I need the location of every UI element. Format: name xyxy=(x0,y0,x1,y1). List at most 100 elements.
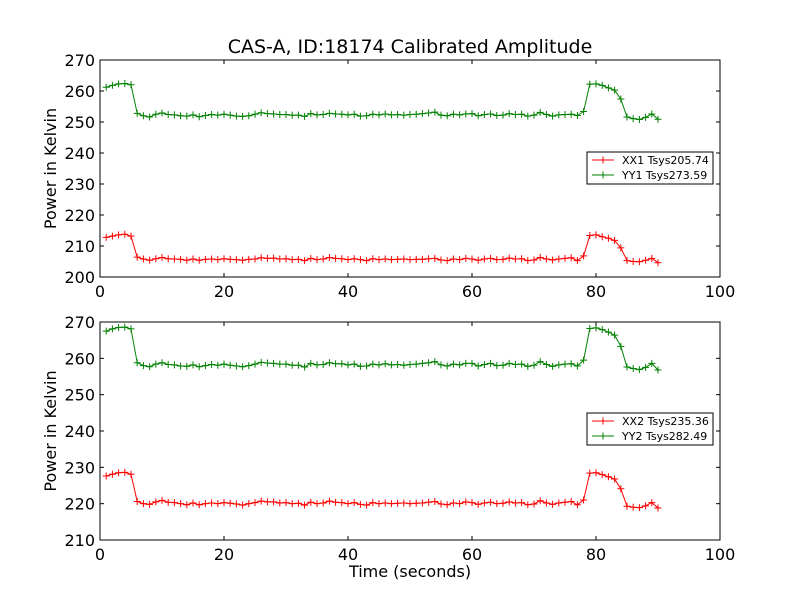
data-point xyxy=(635,366,643,374)
data-point xyxy=(121,80,129,88)
data-point xyxy=(177,362,185,370)
y-tick-label: 270 xyxy=(64,51,95,70)
x-tick-label: 0 xyxy=(95,545,105,564)
data-point xyxy=(474,362,482,370)
data-point xyxy=(152,110,160,118)
data-point xyxy=(177,500,185,508)
y-tick-label: 210 xyxy=(64,531,95,550)
data-point xyxy=(170,499,178,507)
data-point xyxy=(263,359,271,367)
data-point xyxy=(437,361,445,369)
data-point xyxy=(133,253,141,261)
data-point xyxy=(363,257,371,265)
data-point xyxy=(108,81,116,89)
data-point xyxy=(245,112,253,120)
data-point xyxy=(201,255,209,263)
data-point xyxy=(474,500,482,508)
data-point xyxy=(604,328,612,336)
data-point xyxy=(530,361,538,369)
data-point xyxy=(115,469,123,477)
data-point xyxy=(189,255,197,263)
data-point xyxy=(152,360,160,368)
x-tick-label: 20 xyxy=(214,545,234,564)
data-point xyxy=(493,111,501,119)
data-point xyxy=(226,499,234,507)
data-point xyxy=(332,110,340,118)
data-point xyxy=(245,255,253,263)
data-point xyxy=(505,498,513,506)
data-point xyxy=(499,255,507,263)
legend-marker xyxy=(599,171,607,179)
data-point xyxy=(195,501,203,509)
data-point xyxy=(518,499,526,507)
data-point xyxy=(121,468,129,476)
data-point xyxy=(425,498,433,506)
data-point xyxy=(394,111,402,119)
data-point xyxy=(307,359,315,367)
data-point xyxy=(226,361,234,369)
data-point xyxy=(201,111,209,119)
data-point xyxy=(642,363,650,371)
data-point xyxy=(493,256,501,264)
plot-area-bottom: 0 20 40 60 80 100 210 220 230 240 250 260 270 XX2 Tsy… xyxy=(64,313,735,564)
data-point xyxy=(294,361,302,369)
data-point xyxy=(257,109,265,117)
data-point xyxy=(239,256,247,264)
data-point xyxy=(232,256,240,264)
data-point xyxy=(375,500,383,508)
data-point xyxy=(480,255,488,263)
plot-area-top: 0 20 40 60 80 100 200 210 220 230 240 250 260 270 XX1 … xyxy=(64,51,735,301)
data-point xyxy=(146,256,154,264)
data-point xyxy=(177,255,185,263)
data-point xyxy=(499,499,507,507)
data-point xyxy=(375,361,383,369)
data-point xyxy=(108,325,116,333)
data-point xyxy=(611,331,619,339)
data-point xyxy=(598,233,606,241)
data-point xyxy=(654,115,662,123)
data-point xyxy=(400,255,408,263)
data-point xyxy=(412,255,420,263)
data-point xyxy=(617,342,625,350)
data-point xyxy=(406,361,414,369)
data-point xyxy=(474,112,482,120)
data-point xyxy=(208,111,216,119)
data-point xyxy=(239,112,247,120)
data-point xyxy=(412,360,420,368)
data-point xyxy=(139,500,147,508)
data-point xyxy=(561,111,569,119)
data-point xyxy=(133,109,141,117)
data-point xyxy=(561,498,569,506)
data-point xyxy=(654,259,662,267)
data-point xyxy=(369,255,377,263)
data-point xyxy=(245,500,253,508)
data-point xyxy=(232,500,240,508)
data-point xyxy=(387,361,395,369)
data-point xyxy=(251,110,259,118)
data-point xyxy=(604,84,612,92)
x-tick-label: 80 xyxy=(586,545,606,564)
data-point xyxy=(195,256,203,264)
y-tick-label: 210 xyxy=(64,237,95,256)
data-point xyxy=(592,80,600,88)
data-point xyxy=(363,362,371,370)
legend-box xyxy=(586,412,714,446)
data-point xyxy=(505,110,513,118)
data-point xyxy=(505,254,513,262)
data-point xyxy=(177,112,185,120)
data-point xyxy=(170,111,178,119)
data-point xyxy=(598,81,606,89)
x-tick-label: 100 xyxy=(705,282,736,301)
legend-marker xyxy=(599,417,607,425)
data-point xyxy=(325,497,333,505)
data-point xyxy=(220,360,228,368)
data-point xyxy=(542,111,550,119)
data-point xyxy=(555,111,563,119)
data-point xyxy=(127,81,135,89)
legend: XX1 Tsys205.74 YY1 Tsys273.59 xyxy=(586,151,714,185)
data-point xyxy=(418,110,426,118)
data-point xyxy=(214,500,222,508)
data-point xyxy=(511,361,519,369)
data-point xyxy=(369,499,377,507)
data-point xyxy=(183,362,191,370)
